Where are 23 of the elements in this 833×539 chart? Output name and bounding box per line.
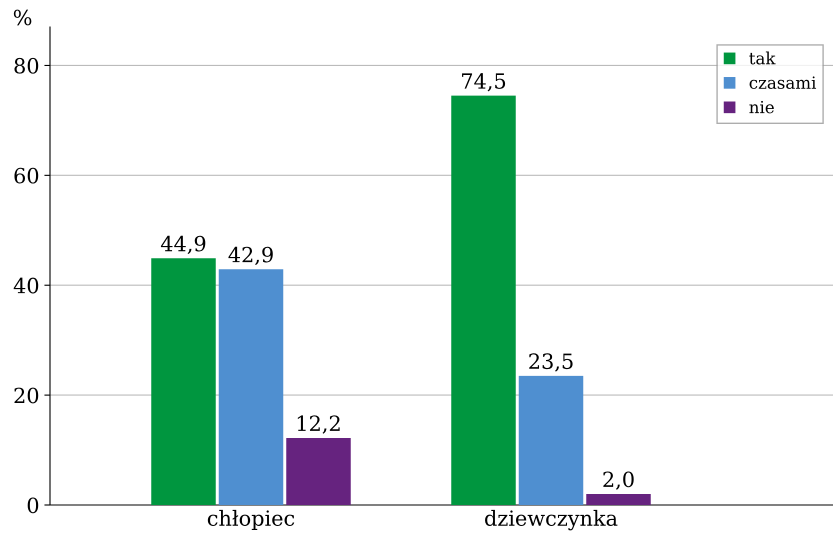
bar [151, 258, 216, 505]
data-label: 2,0 [603, 471, 634, 490]
bar [451, 96, 516, 505]
x-tick-label: chłopiec [208, 510, 294, 530]
data-label: 44,9 [160, 236, 206, 254]
bar [518, 376, 584, 505]
legend-label: nie [749, 100, 774, 114]
bar [586, 494, 651, 505]
y-tick-label: 80 [14, 58, 38, 74]
bar [218, 269, 284, 505]
data-label: 74,5 [462, 73, 506, 92]
y-tick-label: 40 [14, 278, 38, 294]
y-tick-label: 20 [14, 388, 38, 404]
bar [286, 438, 351, 505]
data-label: 42,9 [228, 246, 273, 266]
y-tick-label: 60 [14, 168, 38, 184]
y-tick-label: 0 [28, 497, 38, 514]
y-axis-title: % [14, 10, 32, 26]
x-tick-label: dziewczynka [485, 510, 618, 530]
legend-label: czasami [750, 76, 816, 89]
legend-label: tak [749, 52, 776, 64]
data-label: 23,5 [529, 353, 573, 372]
data-label: 12,2 [298, 415, 340, 434]
